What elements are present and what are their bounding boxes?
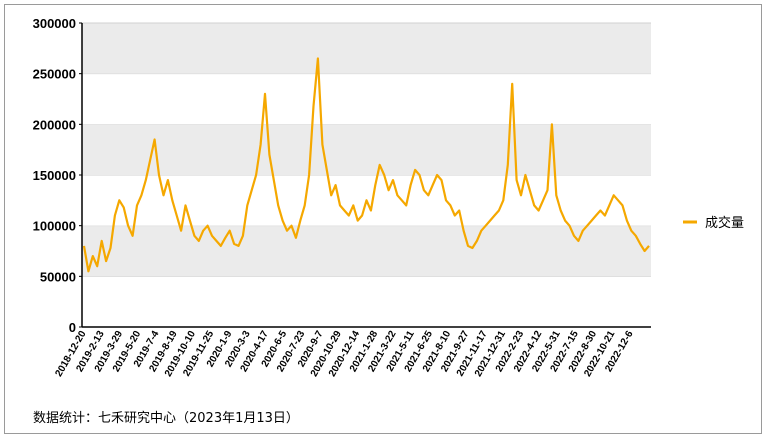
y-tick-label: 200000 [33,117,76,132]
grid-band [82,124,651,175]
legend-label: 成交量 [705,215,744,231]
grid-band [82,73,651,125]
grid-band [82,23,651,74]
x-axis-ticks: 2018-12-202019-2-132019-3-292019-5-20201… [53,329,635,379]
chart-frame: 0 50000 100000 150000 200000 250000 300000 201… [4,4,762,434]
legend: 成交量 [683,215,744,231]
volume-series-line [82,57,650,273]
y-tick-label: 300000 [33,16,76,31]
chart-svg: 0 50000 100000 150000 200000 250000 300000 201… [33,16,744,379]
y-tick-label: 100000 [33,219,76,234]
y-tick-label: 150000 [33,168,76,183]
y-tick-label: 0 [69,320,76,335]
grid-band [82,225,651,277]
grid-bands [82,22,651,327]
y-tick-label: 250000 [33,67,76,82]
y-axis-ticks: 0 50000 100000 150000 200000 250000 300000 [33,16,82,335]
grid-band [82,276,651,327]
y-tick-label: 50000 [40,269,76,284]
source-note: 数据统计：七禾研究中心（2023年1月13日） [33,411,299,426]
